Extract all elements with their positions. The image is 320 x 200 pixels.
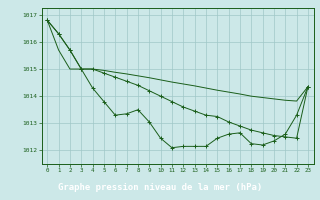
Text: Graphe pression niveau de la mer (hPa): Graphe pression niveau de la mer (hPa) [58, 182, 262, 192]
